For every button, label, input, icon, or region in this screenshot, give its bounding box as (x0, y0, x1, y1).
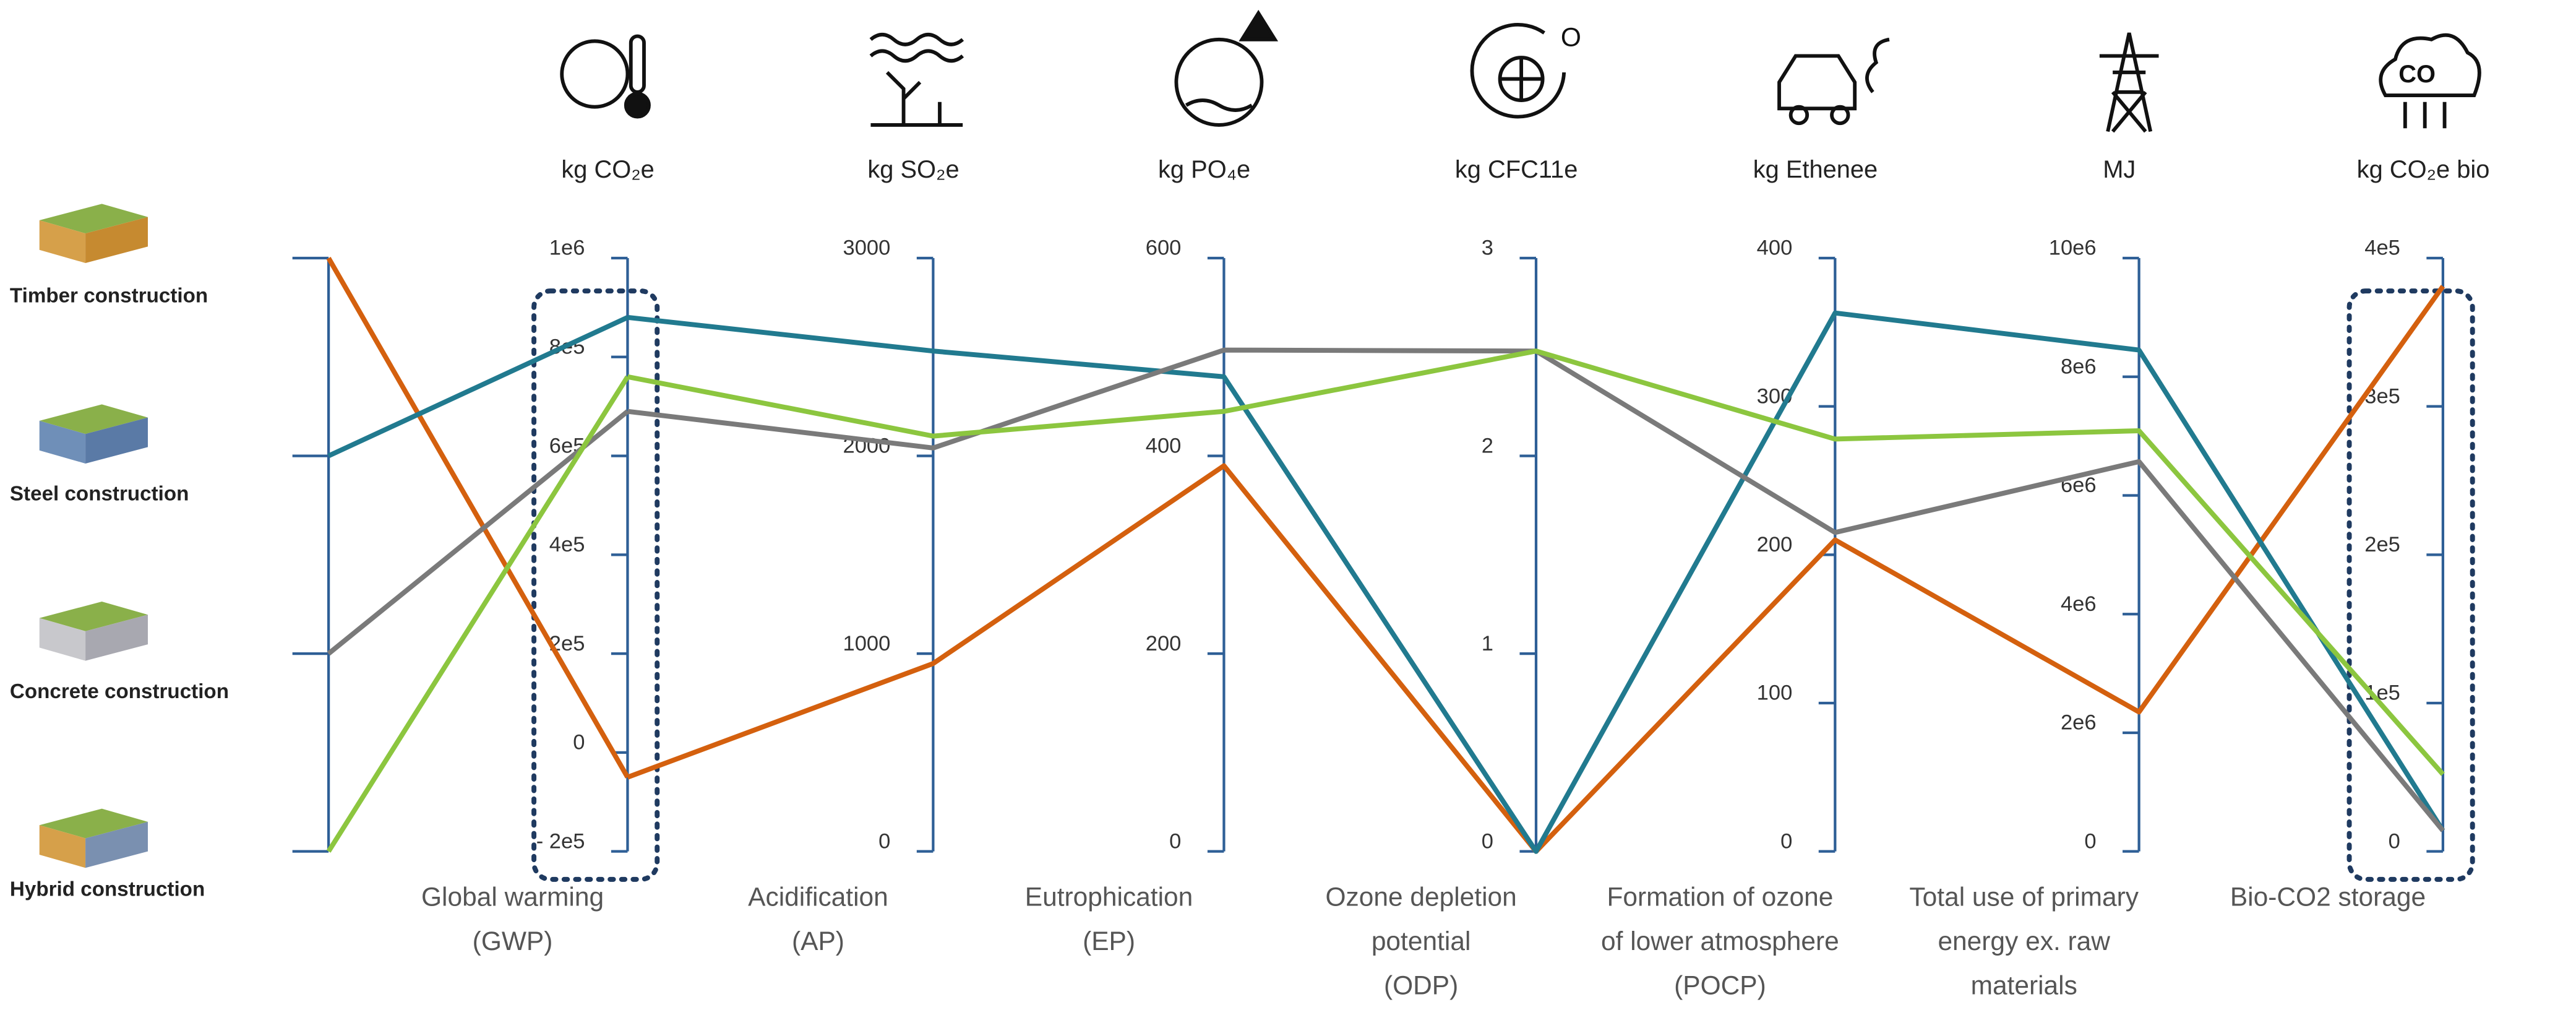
axis-unit: kg CFC11e (1455, 156, 1578, 183)
series-connector (326, 375, 630, 853)
icon-odp: O (1470, 23, 1581, 119)
axis-label: Total use of primary energy ex. raw materi… (1909, 883, 2139, 1000)
series-line (627, 310, 2445, 854)
building-icons (39, 204, 148, 868)
tick-label: 4e5 (2364, 236, 2400, 260)
axis-unit: kg Ethenee (1753, 156, 1878, 183)
tick-label: 200 (1757, 533, 1793, 556)
axis-label: Global warming (GWP) (421, 883, 604, 956)
icon-energy (2099, 32, 2159, 133)
axis-label: Formation of ozone of lower atmosphere (PO… (1601, 883, 1839, 1000)
tick-label: 400 (1146, 434, 1182, 457)
highlight-box (531, 288, 660, 882)
tick-label: 3000 (843, 236, 891, 260)
icons: O CO (560, 9, 2481, 133)
tick-label: 0 (2084, 829, 2096, 853)
axis-label: Eutrophication (EP) (1025, 883, 1193, 956)
tick-label: 0 (2389, 829, 2400, 853)
tick-label: 600 (1146, 236, 1182, 260)
building-icon (39, 808, 148, 868)
tick-label: 4e5 (549, 533, 585, 556)
category-label: Concrete construction (10, 680, 229, 703)
tick-label: 1000 (843, 632, 891, 655)
tick-label: 2 (1482, 434, 1493, 457)
tick-label: 100 (1757, 681, 1793, 705)
tick-label: 0 (1780, 829, 1792, 853)
building-icon (39, 204, 148, 263)
tick-label: - 2e5 (536, 829, 585, 853)
svg-text:O: O (1561, 23, 1581, 52)
tick-label: 2e6 (2061, 711, 2097, 735)
category-label: Hybrid construction (10, 878, 205, 901)
series-connector (327, 315, 629, 459)
tick-label: 3 (1482, 236, 1493, 260)
series-line (627, 348, 2445, 776)
icon-ap (869, 32, 964, 127)
tick-label: 0 (573, 731, 585, 754)
series-connector (326, 257, 630, 779)
axis-unit: kg PO₄e (1158, 156, 1250, 183)
icon-gwp (560, 34, 651, 119)
tick-label: 2e5 (2364, 533, 2400, 556)
tick-label: 0 (1482, 829, 1493, 853)
building-icon (39, 602, 148, 661)
highlight-box (2346, 288, 2475, 882)
tick-label: 8e6 (2061, 355, 2097, 378)
icon-ep (1174, 9, 1279, 127)
axis-label: Acidification (AP) (748, 883, 888, 956)
axis-unit: kg CO₂e bio (2357, 156, 2490, 183)
building-icon (39, 404, 148, 464)
tick-label: 1 (1482, 632, 1493, 655)
axis-label: Ozone depletion potential (ODP) (1325, 883, 1516, 1000)
svg-text:CO: CO (2398, 61, 2436, 88)
icon-pocp (1777, 37, 1890, 126)
category-label: Steel construction (10, 482, 189, 505)
tick-label: 1e6 (549, 236, 585, 260)
axis-unit: kg SO₂e (867, 156, 959, 183)
tick-label: 0 (1169, 829, 1181, 853)
tick-label: 200 (1146, 632, 1182, 655)
category-label: Timber construction (10, 285, 208, 308)
tick-label: 4e6 (2061, 592, 2097, 616)
icon-bio: CO (2379, 33, 2481, 129)
axis-unit: kg CO₂e (561, 156, 654, 183)
tick-label: 400 (1757, 236, 1793, 260)
axis-label: Bio-CO2 storage (2230, 883, 2426, 912)
axis-unit: MJ (2103, 156, 2136, 183)
tick-label: 0 (878, 829, 890, 853)
tick-label: 10e6 (2049, 236, 2097, 260)
